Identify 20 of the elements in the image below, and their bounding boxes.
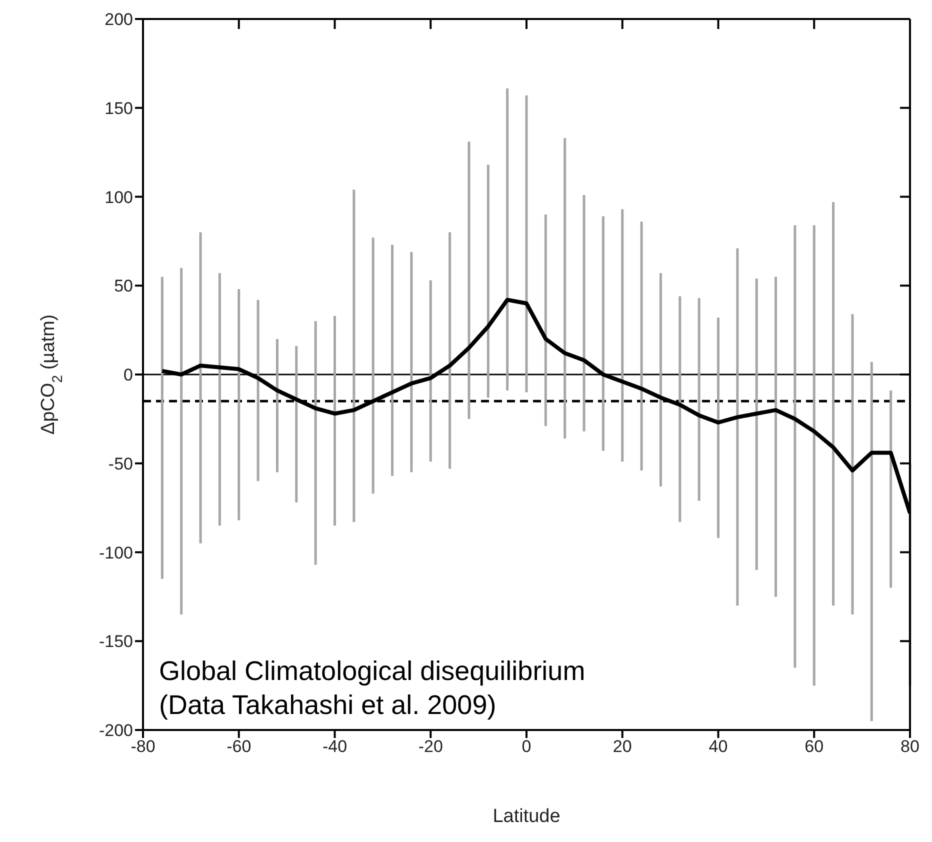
y-tick-label: 150 — [104, 98, 133, 118]
y-tick-label: -200 — [98, 721, 133, 740]
y-tick-label: -50 — [108, 454, 133, 474]
x-tick-label: 0 — [522, 737, 532, 756]
x-tick-label: -60 — [226, 737, 252, 756]
y-tick-label: -100 — [98, 543, 133, 562]
x-tick-label: 80 — [900, 737, 920, 756]
x-tick-label: 60 — [804, 737, 824, 756]
x-axis-title: Latitude — [492, 806, 560, 827]
y-tick-label: 200 — [104, 10, 133, 30]
y-tick-label: 100 — [104, 188, 133, 207]
y-tick-label: 0 — [124, 366, 133, 385]
caption: Global Climatological disequilibrium (Data Takahashi et al. 2009) — [159, 655, 586, 722]
x-tick-label: 20 — [612, 737, 632, 756]
x-tick-label: 40 — [708, 737, 728, 756]
x-tick-label: -80 — [130, 737, 156, 756]
x-tick-label: -40 — [322, 737, 348, 756]
y-tick-label: 50 — [114, 276, 133, 296]
y-tick-label: -150 — [98, 632, 133, 652]
x-tick-label: -20 — [418, 737, 443, 756]
